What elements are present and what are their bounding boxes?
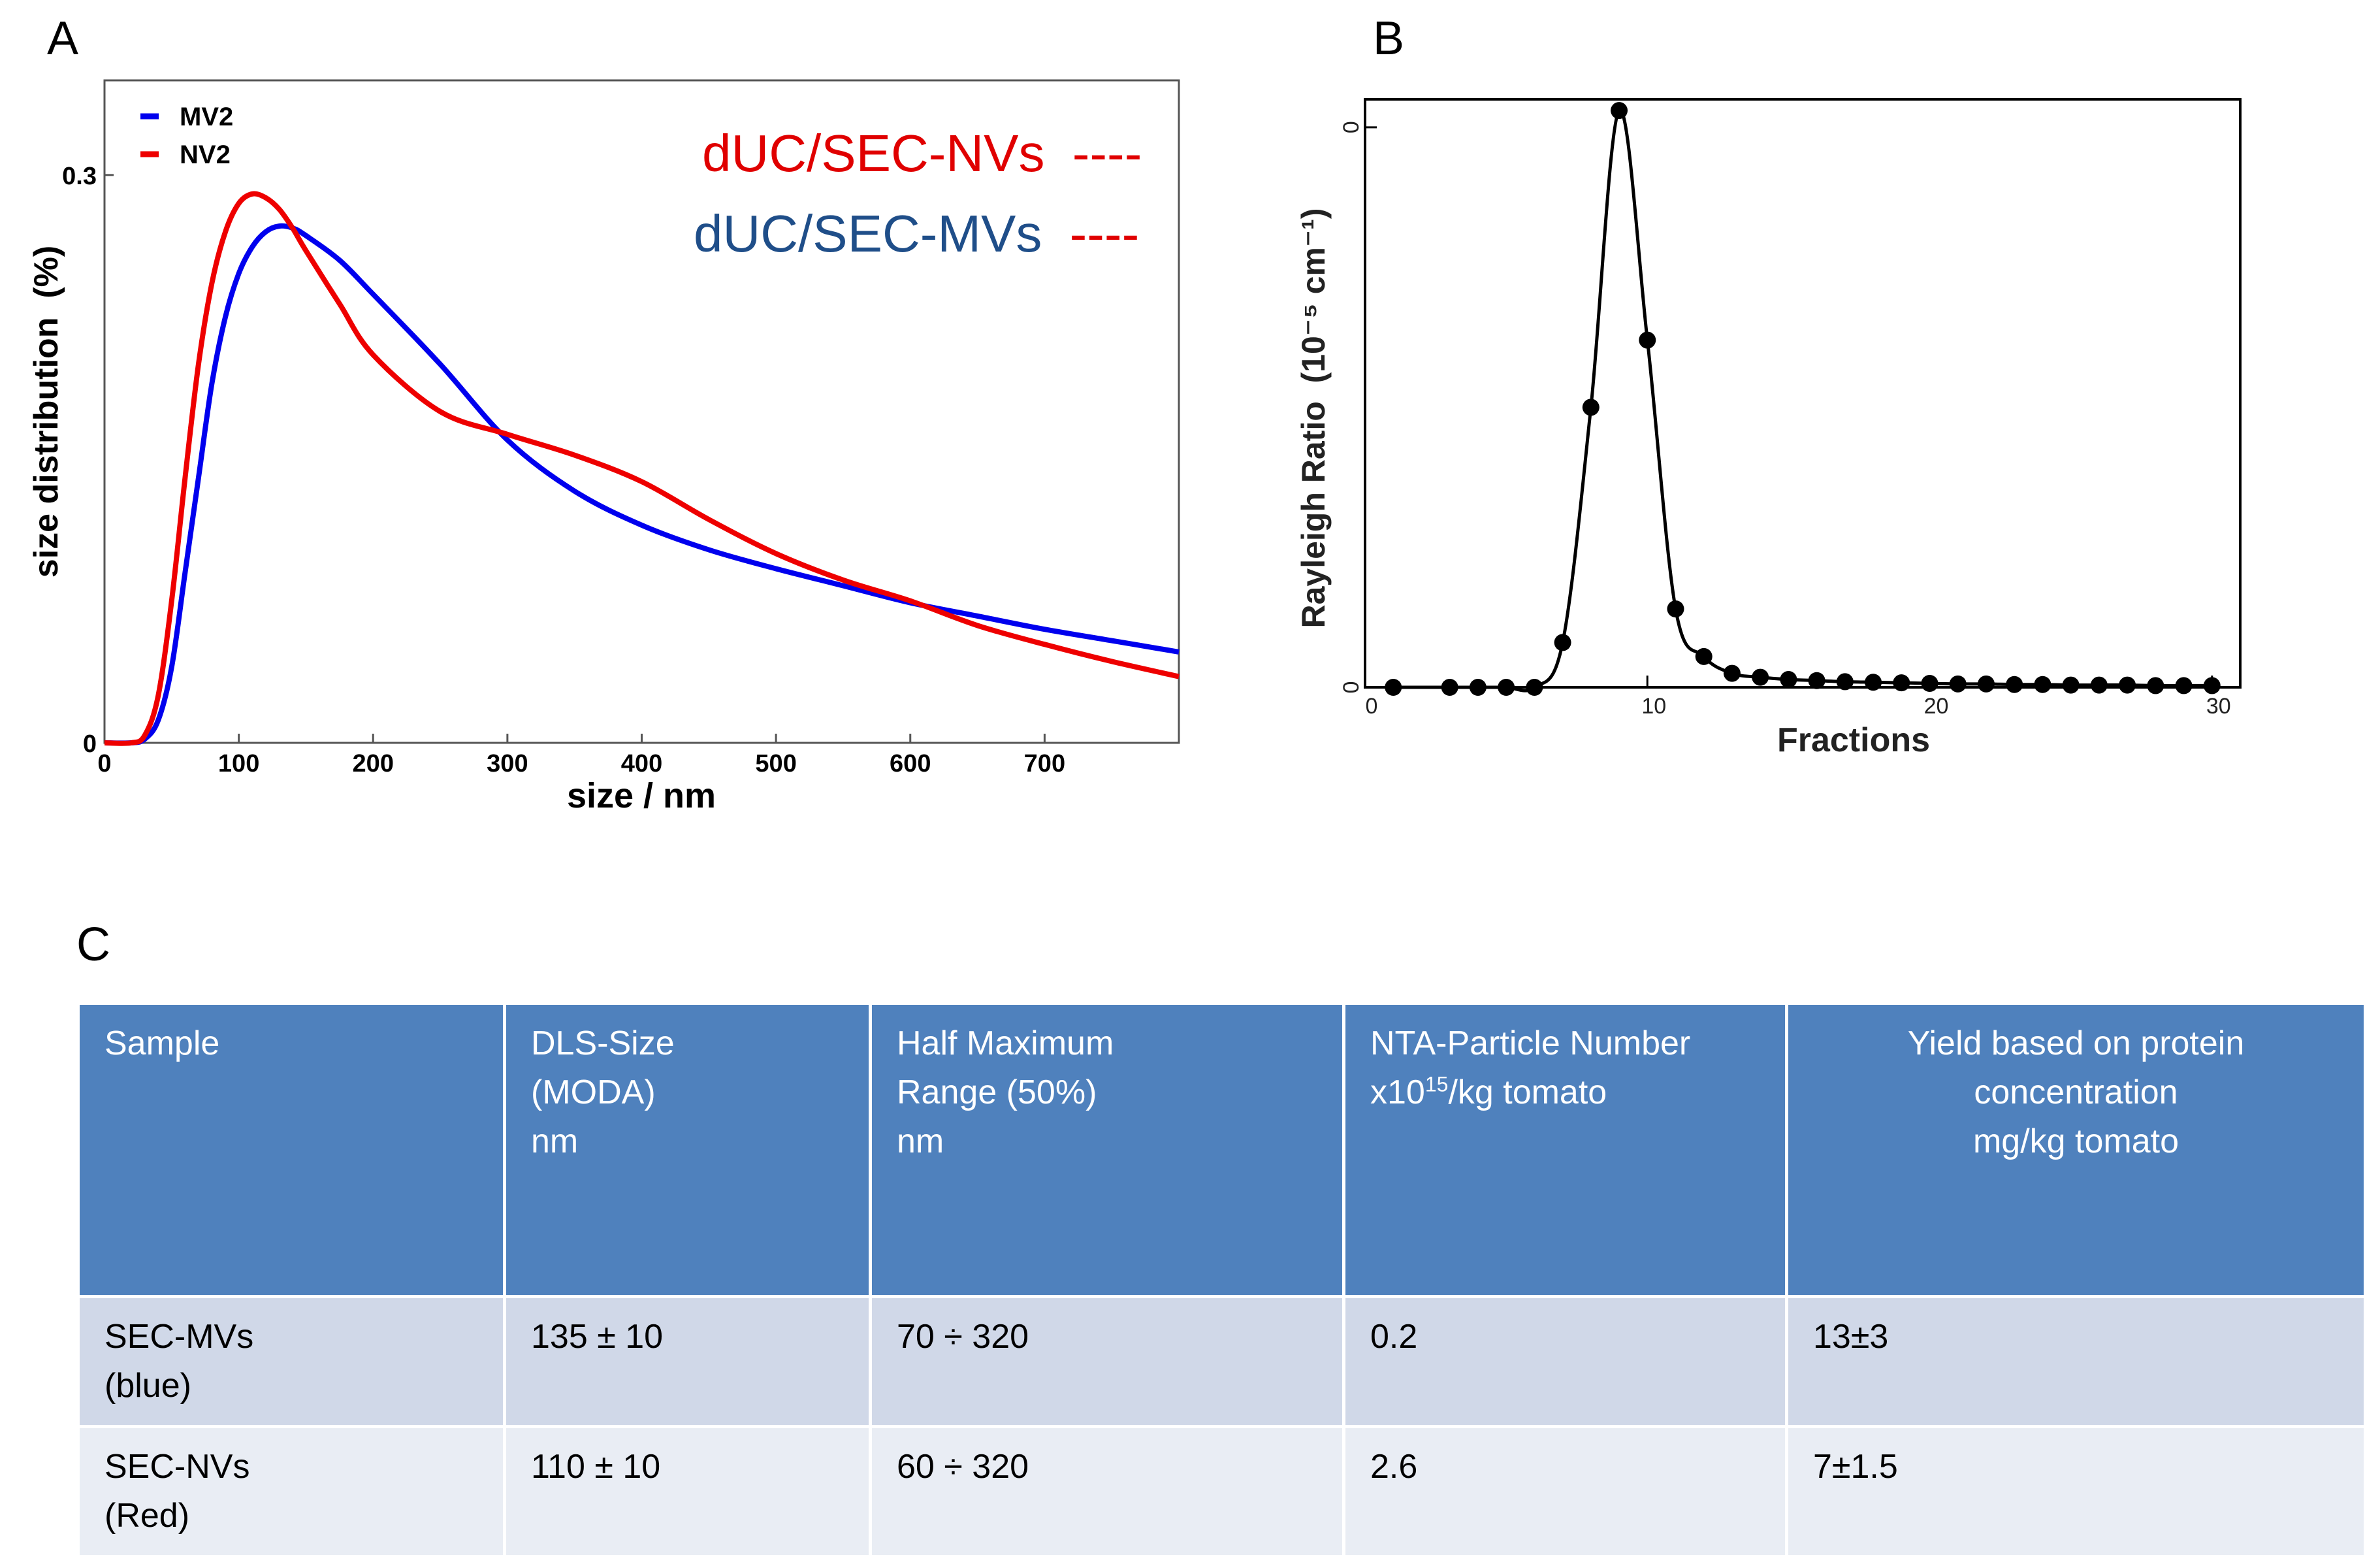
cell-nta: 0.2 <box>1342 1295 1788 1428</box>
cell-dls: 110 ± 10 <box>503 1425 872 1558</box>
cell-sample: SEC-MVs (blue) <box>76 1295 506 1428</box>
data-point <box>1695 647 1713 665</box>
data-point <box>1582 399 1600 416</box>
data-point <box>2034 676 2051 693</box>
data-point <box>2175 677 2193 694</box>
series-line-rayleigh <box>1393 108 2212 693</box>
series-group <box>104 191 1180 746</box>
data-point <box>1667 600 1684 617</box>
data-point <box>2062 676 2080 694</box>
annotation-nvs-dash: ---- <box>1072 124 1142 182</box>
data-point <box>1723 664 1741 682</box>
cell-yield: 13±3 <box>1785 1295 2367 1428</box>
series-group <box>1385 102 2221 696</box>
plot-frame <box>1364 98 2242 689</box>
x-tick-label: 30 <box>2206 694 2231 719</box>
data-point <box>1836 673 1854 691</box>
y-tick-label: 0 <box>83 730 97 758</box>
svg-text:dUC/SEC-MVs ----: dUC/SEC-MVs ---- <box>694 204 1139 263</box>
data-point <box>2147 677 2164 694</box>
y-tick-label: 0.3 <box>62 163 97 190</box>
data-point <box>2203 677 2221 694</box>
x-tick-label: 0 <box>1366 694 1378 719</box>
data-point <box>1949 675 1967 693</box>
data-point <box>1469 679 1487 696</box>
annotation-mvs-label: dUC/SEC-MVs <box>694 204 1042 263</box>
x-axis-label: Fractions <box>1777 721 1930 759</box>
cell-nta: 2.6 <box>1342 1425 1788 1558</box>
data-point <box>1977 675 1995 693</box>
data-point <box>1526 679 1543 696</box>
data-point <box>2090 676 2108 694</box>
data-point <box>1893 674 1910 692</box>
header-sample: Sample <box>76 1002 506 1298</box>
data-point <box>1498 679 1515 696</box>
table-header-row: Sample DLS-Size (MODA) nm Half Maximum R… <box>76 1002 2367 1298</box>
header-nta-particle-number: NTA-Particle Number x1015/kg tomato <box>1342 1002 1788 1298</box>
x-tick-label: 0 <box>97 750 111 777</box>
cell-range: 60 ÷ 320 <box>869 1425 1345 1558</box>
x-tick-label: 300 <box>487 750 528 777</box>
header-half-maximum: Half Maximum Range (50%) nm <box>869 1002 1345 1298</box>
x-axis-label: size / nm <box>567 776 716 815</box>
cell-yield: 7±1.5 <box>1785 1425 2367 1558</box>
results-table: Sample DLS-Size (MODA) nm Half Maximum R… <box>76 1002 2367 1558</box>
x-tick-label: 100 <box>218 750 259 777</box>
series-line-mv2 <box>104 223 1180 746</box>
data-point <box>1441 679 1458 696</box>
panel-label-b: B <box>1373 12 1405 65</box>
panel-label-a: A <box>47 12 79 65</box>
data-point <box>1752 668 1769 686</box>
data-point <box>1921 675 1938 692</box>
data-point <box>2119 676 2136 694</box>
data-point <box>2006 676 2023 693</box>
cell-dls: 135 ± 10 <box>503 1295 872 1428</box>
x-tick-label: 200 <box>353 750 394 777</box>
x-tick-label: 20 <box>1924 694 1949 719</box>
legend-label: MV2 <box>180 103 233 131</box>
data-point <box>1639 331 1656 349</box>
cell-range: 70 ÷ 320 <box>869 1295 1345 1428</box>
data-point <box>1808 672 1825 689</box>
data-point <box>1385 679 1402 696</box>
x-tick-label: 500 <box>755 750 796 777</box>
header-yield: Yield based on protein concentration mg/… <box>1785 1002 2367 1298</box>
annotation-nvs: dUC/SEC-NVs ---- <box>702 124 1142 182</box>
data-point <box>1554 634 1571 651</box>
y-tick-label: 0 <box>1339 681 1364 694</box>
data-point <box>1865 674 1882 691</box>
data-point <box>1611 102 1628 120</box>
table-row: SEC-MVs (blue) 135 ± 10 70 ÷ 320 0.2 13±… <box>76 1295 2367 1428</box>
cell-sample: SEC-NVs (Red) <box>76 1425 506 1558</box>
annotation-mvs: dUC/SEC-MVs ---- <box>694 204 1139 263</box>
annotation-nvs-label: dUC/SEC-NVs <box>702 124 1045 182</box>
header-dls-size: DLS-Size (MODA) nm <box>503 1002 872 1298</box>
panel-label-c: C <box>76 919 110 971</box>
y-axis-label: Rayleigh Ratio (10⁻⁵ cm⁻¹) <box>1295 208 1332 628</box>
table-row: SEC-NVs (Red) 110 ± 10 60 ÷ 320 2.6 7±1.… <box>76 1425 2367 1558</box>
series-line-nv2 <box>104 191 1180 746</box>
x-tick-label: 10 <box>1641 694 1666 719</box>
x-tick-label: 600 <box>890 750 931 777</box>
y-tick-label: 0 <box>1339 121 1364 133</box>
svg-text:dUC/SEC-NVs ----: dUC/SEC-NVs ---- <box>702 124 1142 182</box>
legend-label: NV2 <box>180 140 231 169</box>
y-axis-label: size distribution (%) <box>27 246 65 578</box>
x-tick-label: 400 <box>621 750 662 777</box>
tick-group: 0 100 200 300 400 500 600 700 0 0.3 <box>62 163 1065 777</box>
x-tick-label: 700 <box>1024 750 1065 777</box>
data-point <box>1780 671 1797 688</box>
annotation-mvs-dash: ---- <box>1070 204 1140 263</box>
